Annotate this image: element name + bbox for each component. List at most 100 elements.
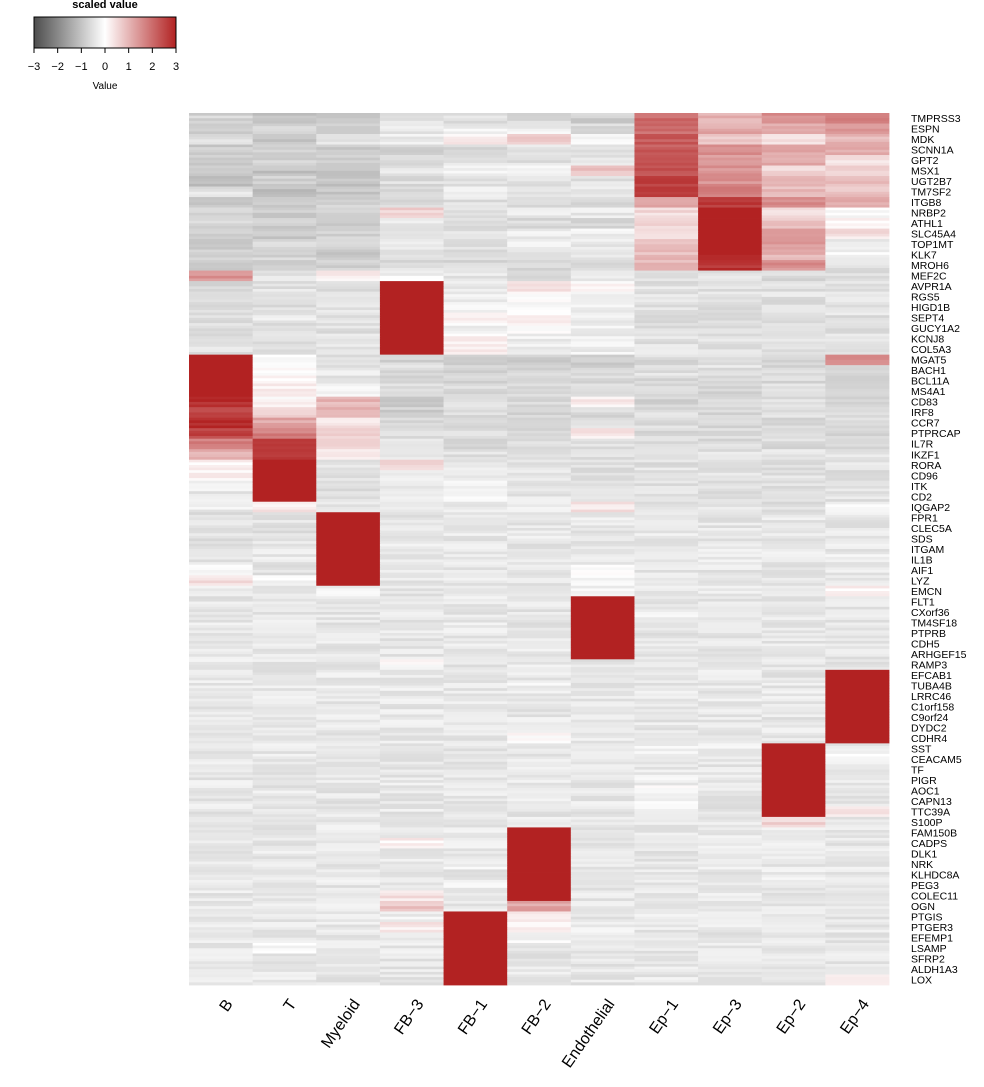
heatmap-cell (189, 499, 254, 503)
heatmap-cell (379, 394, 444, 398)
heatmap-cell (507, 252, 572, 256)
heatmap-cell (507, 131, 572, 135)
heatmap-cell (761, 633, 826, 637)
heatmap-cell (252, 155, 317, 159)
heatmap-cell (698, 485, 763, 489)
heatmap-cell (570, 194, 635, 198)
heatmap-cell (189, 183, 254, 187)
heatmap-cell (443, 210, 508, 214)
heatmap-cell (761, 191, 826, 195)
heatmap-cell (698, 890, 763, 894)
heatmap-cell (825, 325, 890, 329)
heatmap-cell (189, 530, 254, 534)
heatmap-cell (507, 588, 572, 592)
heatmap-cell (316, 908, 381, 912)
heatmap-cell (507, 367, 572, 371)
heatmap-cell (507, 861, 572, 865)
heatmap-cell (570, 664, 635, 668)
heatmap-cell (252, 848, 317, 852)
heatmap-cell (761, 588, 826, 592)
heatmap-cell (252, 549, 317, 553)
heatmap-cell (570, 706, 635, 710)
heatmap-cell (189, 961, 254, 965)
heatmap-cell (189, 906, 254, 910)
heatmap-cell (570, 585, 635, 589)
heatmap-cell (189, 856, 254, 860)
heatmap-cell (252, 123, 317, 127)
heatmap-cell (252, 210, 317, 214)
heatmap-cell (316, 183, 381, 187)
heatmap-cell (570, 903, 635, 907)
heatmap-cell (252, 527, 317, 532)
heatmap-cell (379, 940, 444, 944)
heatmap-cell (825, 168, 890, 172)
heatmap-cell (634, 315, 699, 319)
row-label: RORA (911, 460, 941, 472)
heatmap-cell (825, 593, 890, 597)
heatmap-cell (252, 252, 317, 256)
heatmap-cell (443, 373, 508, 377)
heatmap-cell (316, 785, 381, 789)
heatmap-cell (761, 680, 826, 684)
heatmap-cell (379, 696, 444, 700)
heatmap-cell (698, 451, 763, 455)
heatmap-cell (379, 583, 444, 587)
heatmap-cell (761, 472, 826, 476)
heatmap-cell (252, 906, 317, 910)
heatmap-cell (316, 228, 381, 232)
heatmap-cell (761, 283, 826, 287)
heatmap-cell (316, 591, 381, 595)
heatmap-cell (252, 593, 317, 597)
heatmap-cell (507, 512, 572, 516)
heatmap-cell (761, 233, 826, 237)
heatmap-cell (761, 803, 826, 807)
heatmap-cell (570, 774, 635, 778)
heatmap-cell (698, 139, 763, 143)
heatmap-cell (825, 819, 890, 823)
heatmap-cell (507, 751, 572, 755)
heatmap-cell (443, 152, 508, 156)
heatmap-cell (379, 819, 444, 823)
heatmap-cell (570, 877, 635, 881)
heatmap-cell (252, 378, 317, 382)
heatmap-cell (825, 354, 890, 358)
heatmap-cell (761, 703, 826, 707)
heatmap-cell (443, 509, 508, 513)
heatmap-cell (698, 181, 763, 185)
heatmap-cell (507, 294, 572, 298)
heatmap-cell (189, 911, 254, 915)
heatmap-cell (825, 659, 890, 663)
heatmap-cell (570, 643, 635, 647)
heatmap-cell (507, 488, 572, 492)
heatmap-cell (570, 144, 635, 148)
heatmap-cell (570, 627, 635, 631)
heatmap-cell (761, 480, 826, 484)
heatmap-cell (189, 123, 254, 127)
heatmap-cell (698, 467, 763, 471)
heatmap-cell (189, 170, 254, 174)
heatmap-cell (507, 134, 572, 138)
heatmap-cell (189, 759, 254, 763)
heatmap-cell (316, 640, 381, 644)
heatmap-cell (316, 260, 381, 264)
heatmap-cell (379, 249, 444, 253)
heatmap-cell (698, 549, 763, 553)
heatmap-cell (252, 858, 317, 862)
heatmap-cell (761, 346, 826, 350)
heatmap-cell (634, 682, 699, 686)
heatmap-cell (761, 740, 826, 744)
heatmap-cell (507, 325, 572, 329)
heatmap-cell (761, 317, 826, 321)
heatmap-cell (443, 814, 508, 818)
heatmap-cell (507, 375, 572, 379)
heatmap-cell (634, 464, 699, 468)
heatmap-cell (189, 325, 254, 329)
heatmap-cell (698, 709, 763, 713)
row-label: CDHR4 (911, 733, 947, 745)
heatmap-cell (825, 717, 890, 721)
heatmap-cell (316, 549, 381, 553)
heatmap-cell (189, 257, 254, 261)
heatmap-cell (252, 478, 317, 482)
heatmap-cell (379, 325, 444, 329)
heatmap-cell (761, 614, 826, 618)
